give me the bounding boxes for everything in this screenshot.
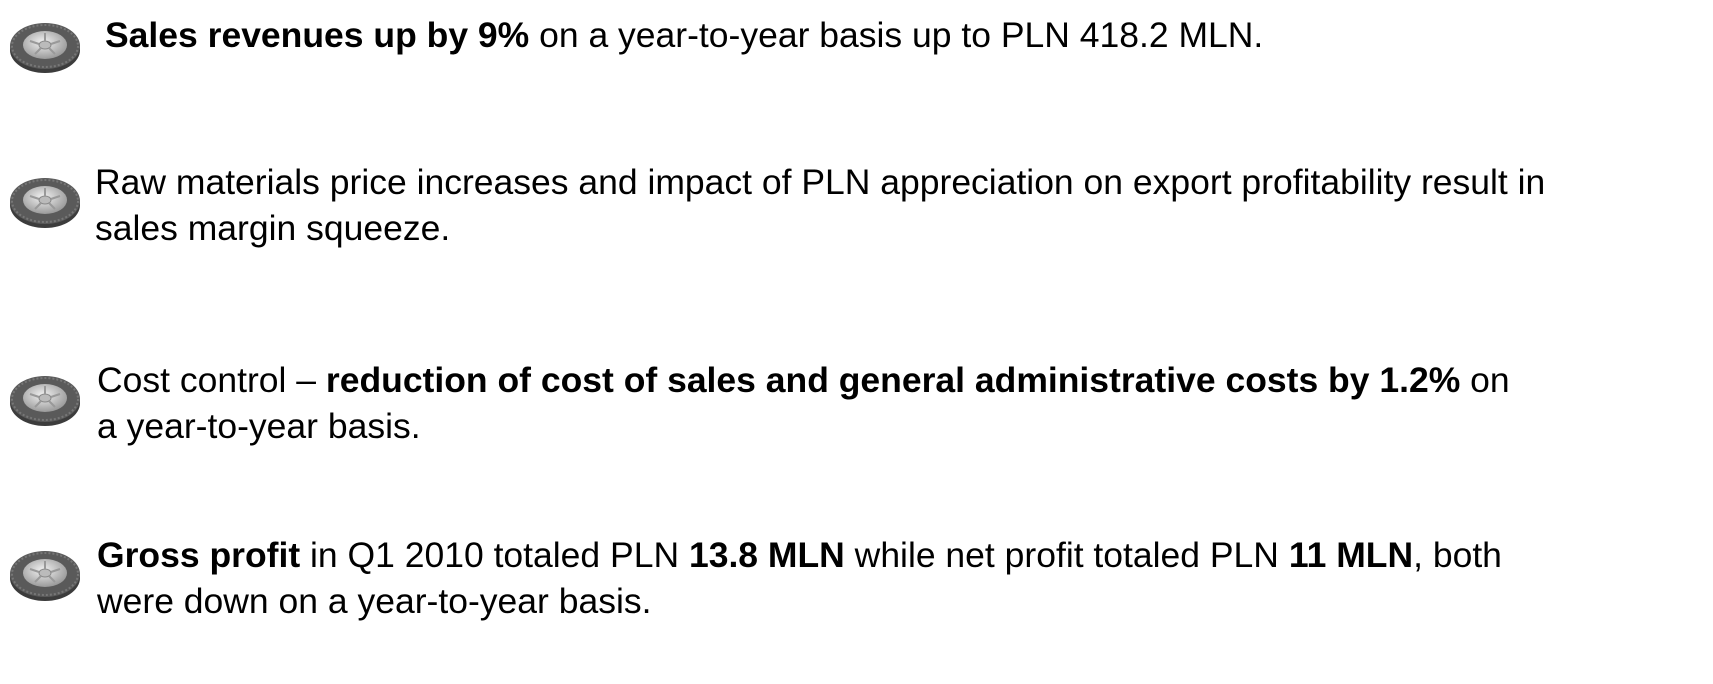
tire-icon [9, 550, 81, 602]
bold-run: Gross profit [97, 535, 301, 575]
bold-run: 13.8 MLN [688, 535, 845, 575]
text-run: on a year-to-year basis. [97, 360, 1510, 446]
bullet-text: Raw materials price increases and impact… [95, 159, 1575, 251]
tire-icon [9, 375, 81, 427]
tire-icon [9, 22, 81, 74]
bold-run: Sales revenues up by 9% [105, 15, 530, 55]
text-run: on a year-to-year basis up to PLN 418.2 … [529, 15, 1264, 55]
bullet-text: Cost control – reduction of cost of sale… [97, 357, 1522, 449]
text-run: while net profit totaled PLN [844, 535, 1289, 575]
bold-run: reduction of cost of sales and general a… [325, 360, 1461, 400]
text-run: Cost control – [97, 360, 326, 400]
bold-run: 11 MLN [1288, 535, 1414, 575]
text-run: Raw materials price increases and impact… [95, 162, 1546, 248]
text-run: , both were down on a year-to-year basis… [97, 535, 1502, 621]
tire-icon [9, 177, 81, 229]
text-run: in Q1 2010 totaled PLN [300, 535, 689, 575]
bullet-text: Sales revenues up by 9% on a year-to-yea… [105, 12, 1665, 58]
bullet-text: Gross profit in Q1 2010 totaled PLN 13.8… [97, 532, 1587, 624]
